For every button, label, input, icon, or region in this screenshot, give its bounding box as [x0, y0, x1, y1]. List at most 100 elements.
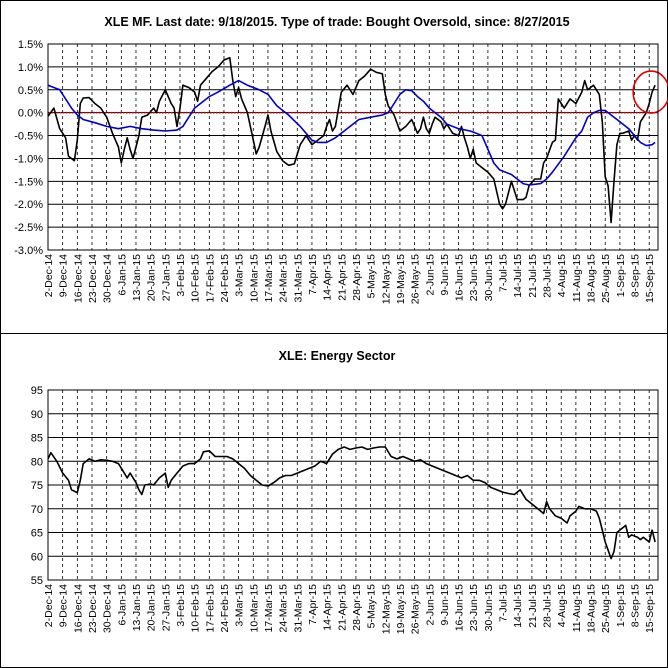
xle-chart-panel: XLE: Energy Sector 55 60 65 70 75 80 85 90 95 2-…	[31, 349, 659, 634]
mf-y-tick-label: -0.5%	[14, 131, 43, 143]
xle-x-tick-label: 2-Dec-14	[43, 584, 55, 627]
mf-x-tick-label: 18-Aug-15	[586, 254, 598, 303]
mf-x-tick-label: 8-Sep-15	[630, 254, 642, 297]
xle-x-tick-label: 8-Sep-15	[630, 584, 642, 627]
mf-x-tick-label: 1-Sep-15	[615, 254, 627, 297]
xle-y-tick-label: 65	[31, 528, 43, 540]
mf-x-tick-label: 2-Jun-15	[424, 254, 436, 296]
mf-x-tick-label: 7-Apr-15	[307, 254, 319, 295]
mf-x-tick-label: 10-Feb-15	[190, 254, 202, 303]
xle-y-tick-label: 80	[31, 456, 43, 468]
xle-x-tick-label: 16-Jun-15	[454, 584, 466, 631]
mf-x-tick-label: 14-Jul-15	[512, 254, 524, 298]
mf-series-line-1	[47, 56, 656, 224]
xle-x-tick-label: 27-Jan-15	[160, 584, 172, 631]
xle-y-tick-label: 70	[31, 504, 43, 516]
mf-x-tick-label: 17-Feb-15	[204, 254, 216, 303]
mf-series-line-2	[47, 79, 656, 186]
xle-x-tick-label: 14-Jul-15	[512, 584, 524, 628]
xle-x-tick-label: 23-Jun-15	[468, 584, 480, 631]
mf-x-tick-label: 23-Jun-15	[468, 254, 480, 301]
mf-x-tick-label: 10-Mar-15	[248, 254, 260, 303]
xle-y-tick-label: 95	[31, 385, 43, 397]
mf-x-tick-label: 27-Jan-15	[160, 254, 172, 301]
xle-x-axis-labels: 2-Dec-14 9-Dec-14 16-Dec-14 23-Dec-14 30-Dec…	[43, 584, 656, 634]
mf-y-tick-label: 1.5%	[18, 39, 43, 51]
xle-series-group	[47, 446, 656, 560]
xle-x-tick-label: 9-Dec-14	[58, 584, 70, 627]
xle-y-tick-label: 60	[31, 551, 43, 563]
xle-x-tick-label: 19-May-15	[395, 584, 407, 634]
xle-chart-title: XLE: Energy Sector	[279, 349, 396, 363]
mf-y-tick-label: 0.0%	[18, 108, 43, 120]
mf-x-tick-label: 20-Jan-15	[146, 254, 158, 301]
mf-x-tick-label: 17-Mar-15	[263, 254, 275, 303]
mf-x-tick-label: 24-Feb-15	[219, 254, 231, 303]
xle-x-tick-label: 5-May-15	[366, 584, 378, 629]
xle-x-tick-label: 3-Feb-15	[175, 584, 187, 627]
xle-y-axis-labels: 55 60 65 70 75 80 85 90 95	[31, 385, 43, 587]
mf-x-tick-label: 3-Feb-15	[175, 254, 187, 297]
mf-x-tick-label: 7-Jul-15	[498, 254, 510, 292]
xle-x-tick-label: 13-Jan-15	[131, 584, 143, 631]
mf-y-tick-label: 0.5%	[18, 85, 43, 97]
mf-x-tick-label: 15-Sep-15	[644, 254, 656, 303]
xle-x-tick-label: 10-Feb-15	[190, 584, 202, 633]
xle-x-tick-label: 4-Aug-15	[556, 584, 568, 627]
mf-x-tick-label: 11-Aug-15	[571, 254, 583, 302]
mf-x-tick-label: 9-Dec-14	[58, 254, 70, 297]
xle-y-tick-label: 55	[31, 575, 43, 587]
xle-series-line-1	[47, 446, 656, 560]
mf-y-tick-label: -3.0%	[14, 245, 43, 257]
mf-x-tick-label: 14-Apr-15	[322, 254, 334, 301]
xle-x-tick-label: 24-Feb-15	[219, 584, 231, 633]
xle-x-tick-label: 30-Jun-15	[483, 584, 495, 631]
mf-chart-panel: XLE MF. Last date: 9/18/2015. Type of tr…	[14, 15, 668, 304]
mf-x-tick-label: 4-Aug-15	[556, 254, 568, 297]
xle-y-tick-label: 90	[31, 409, 43, 421]
xle-y-tick-label: 85	[31, 433, 43, 445]
mf-x-tick-label: 16-Dec-14	[72, 254, 84, 303]
mf-annotation-group	[632, 70, 668, 114]
mf-x-tick-label: 30-Dec-14	[102, 254, 114, 303]
xle-x-tick-label: 7-Jul-15	[498, 584, 510, 622]
mf-highlight-circle	[632, 70, 668, 114]
xle-x-tick-label: 30-Dec-14	[102, 584, 114, 633]
xle-x-tick-label: 11-Aug-15	[571, 584, 583, 632]
xle-x-tick-label: 28-Jul-15	[542, 584, 554, 628]
xle-x-tick-label: 9-Jun-15	[439, 584, 451, 626]
xle-x-tick-label: 3-Mar-15	[234, 584, 246, 627]
xle-x-tick-label: 20-Jan-15	[146, 584, 158, 631]
xle-plot-frame	[47, 389, 659, 581]
mf-y-axis-labels: -3.0% -2.5% -2.0% -1.5% -1.0% -0.5% 0.0% 0.5% 1.…	[14, 39, 43, 257]
xle-x-tick-label: 6-Jan-15	[116, 584, 128, 626]
mf-x-tick-label: 21-Jul-15	[527, 254, 539, 298]
mf-x-tick-label: 31-Mar-15	[292, 254, 304, 303]
mf-x-tick-label: 24-Mar-15	[278, 254, 290, 303]
xle-y-tick-label: 75	[31, 480, 43, 492]
xle-x-tick-label: 25-Aug-15	[600, 584, 612, 633]
mf-x-tick-label: 19-May-15	[395, 254, 407, 304]
mf-x-tick-label: 26-May-15	[410, 254, 422, 304]
xle-x-tick-label: 21-Apr-15	[336, 584, 348, 631]
mf-x-axis-labels: 2-Dec-14 9-Dec-14 16-Dec-14 23-Dec-14 30-Dec…	[43, 254, 656, 304]
xle-x-tick-label: 26-May-15	[410, 584, 422, 634]
mf-x-tick-label: 30-Jun-15	[483, 254, 495, 301]
mf-x-tick-label: 5-May-15	[366, 254, 378, 299]
xle-x-tick-label: 14-Apr-15	[322, 584, 334, 631]
mf-series-group	[47, 56, 656, 224]
mf-x-tick-label: 9-Jun-15	[439, 254, 451, 296]
xle-x-tick-label: 24-Mar-15	[278, 584, 290, 633]
mf-x-tick-label: 28-Jul-15	[542, 254, 554, 298]
xle-x-tick-label: 7-Apr-15	[307, 584, 319, 625]
mf-y-tick-label: -2.0%	[14, 199, 43, 211]
xle-x-tick-label: 16-Dec-14	[72, 584, 84, 633]
xle-x-tick-label: 18-Aug-15	[586, 584, 598, 633]
xle-x-tick-label: 1-Sep-15	[615, 584, 627, 627]
mf-x-tick-label: 13-Jan-15	[131, 254, 143, 301]
mf-x-tick-label: 3-Mar-15	[234, 254, 246, 297]
mf-chart-title: XLE MF. Last date: 9/18/2015. Type of tr…	[104, 15, 569, 29]
xle-x-tick-label: 15-Sep-15	[644, 584, 656, 633]
mf-x-tick-label: 23-Dec-14	[87, 254, 99, 303]
